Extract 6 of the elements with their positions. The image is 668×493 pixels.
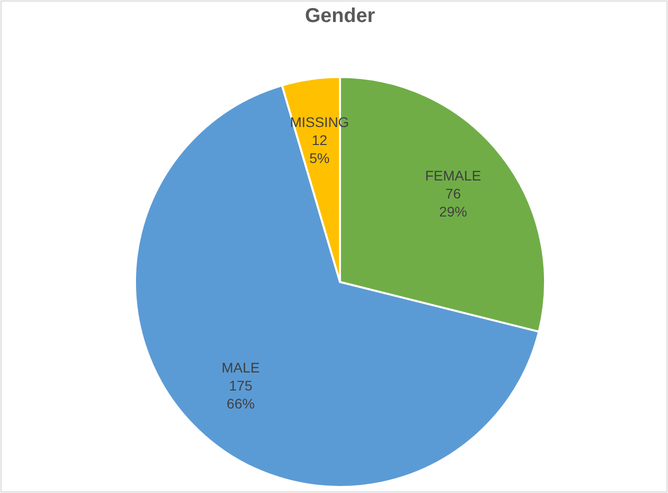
data-label: 175 66% xyxy=(226,378,255,412)
chart-title: Gender xyxy=(304,5,376,27)
slice-label: FEMALE xyxy=(425,168,482,184)
data-label: 12 5% xyxy=(309,132,330,166)
slice-label: MALE xyxy=(222,360,260,376)
data-label: 76 29% xyxy=(439,186,468,220)
